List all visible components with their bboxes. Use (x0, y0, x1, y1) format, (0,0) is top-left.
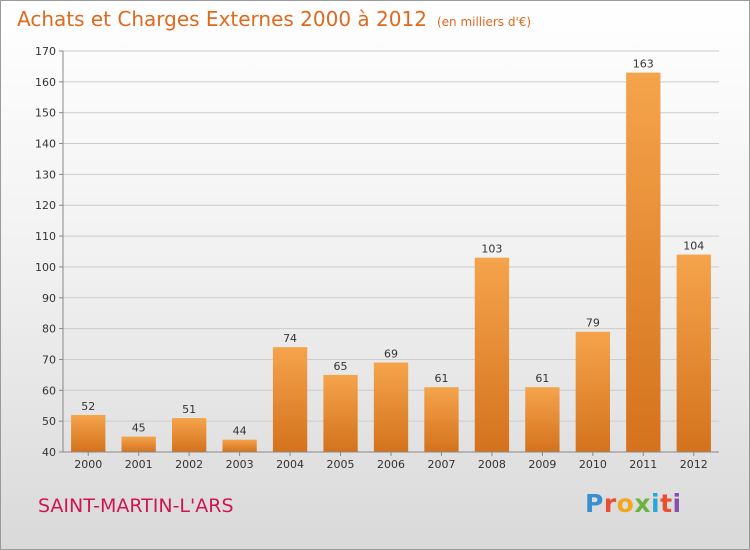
logo-letter: t (660, 489, 673, 518)
bar-2005 (323, 374, 358, 452)
bar-2006 (373, 362, 409, 452)
x-tick-label-2005: 2005 (327, 458, 355, 471)
x-tick-label-2008: 2008 (478, 458, 506, 471)
value-labels: 52 45 51 44 74 65 69 61 103 61 79 163 104 (81, 58, 704, 438)
value-label-2001: 45 (132, 422, 146, 435)
x-tick-label-2007: 2007 (427, 458, 455, 471)
city-name: SAINT-MARTIN-L'ARS (38, 495, 234, 517)
bar-2000 (71, 414, 106, 452)
chart-subtitle: (en milliers d'€) (436, 15, 532, 29)
value-label-2002: 51 (182, 403, 196, 416)
bar-2003 (222, 439, 257, 452)
bar-2010 (575, 331, 611, 452)
value-label-2009: 61 (535, 372, 549, 385)
bar-2007 (424, 387, 459, 452)
value-label-2012: 104 (683, 240, 704, 253)
value-label-2011: 163 (633, 58, 654, 71)
bars (71, 72, 711, 452)
x-tick-label-2000: 2000 (74, 458, 102, 471)
y-tick-label: 100 (35, 261, 56, 274)
x-tick-label-2006: 2006 (377, 458, 405, 471)
y-tick-label: 140 (35, 138, 56, 151)
y-tick-label: 60 (42, 384, 56, 397)
x-axis: 2000 2001 2002 2003 2004 2005 2006 2007 2008 2009… (63, 451, 719, 471)
y-tick-label: 80 (42, 323, 56, 336)
value-label-2008: 103 (481, 243, 502, 256)
y-tick-label: 70 (42, 353, 56, 366)
chart-title: Achats et Charges Externes 2000 à 2012 (e… (17, 7, 531, 31)
y-tick-label: 130 (35, 168, 56, 181)
bar-2009 (525, 387, 560, 452)
y-tick-label: 110 (35, 230, 56, 243)
logo-letter: P (585, 489, 604, 518)
value-label-2000: 52 (81, 400, 95, 413)
bar-2008 (474, 257, 510, 452)
value-label-2003: 44 (233, 425, 247, 438)
y-tick-label: 150 (35, 107, 56, 120)
y-tick-label: 170 (35, 45, 56, 58)
y-tick-label: 120 (35, 199, 56, 212)
proxiti-logo: Proxiti (585, 489, 682, 518)
bar-2002 (171, 418, 207, 452)
x-tick-label-2010: 2010 (579, 458, 607, 471)
x-tick-label-2002: 2002 (175, 458, 203, 471)
x-tick-label-2003: 2003 (226, 458, 254, 471)
logo-letter: i (651, 489, 661, 518)
x-tick-label-2004: 2004 (276, 458, 304, 471)
logo-letter: x (634, 489, 651, 518)
bar-2012 (676, 254, 711, 452)
bar-2004 (272, 347, 308, 452)
logo-letter: o (616, 489, 635, 518)
x-tick-label-2012: 2012 (680, 458, 708, 471)
y-tick-label: 160 (35, 76, 56, 89)
x-tick-label-2009: 2009 (528, 458, 556, 471)
chart-title-text: Achats et Charges Externes 2000 à 2012 (17, 7, 427, 31)
value-label-2004: 74 (283, 332, 297, 345)
y-tick-label: 50 (42, 415, 56, 428)
value-label-2007: 61 (434, 372, 448, 385)
value-label-2006: 69 (384, 348, 398, 361)
logo-letter: r (603, 489, 617, 518)
x-tick-label-2001: 2001 (125, 458, 153, 471)
y-tick-label: 90 (42, 292, 56, 305)
y-axis: 40 50 60 70 80 90 100 110 120 130 140 150 160 170 (35, 45, 64, 459)
bar-2001 (121, 436, 156, 452)
y-tick-label: 40 (42, 446, 56, 459)
logo-letter: i (672, 489, 682, 518)
value-label-2010: 79 (586, 317, 600, 330)
x-tick-label-2011: 2011 (629, 458, 657, 471)
value-label-2005: 65 (334, 360, 348, 373)
bar-2011 (626, 72, 661, 452)
